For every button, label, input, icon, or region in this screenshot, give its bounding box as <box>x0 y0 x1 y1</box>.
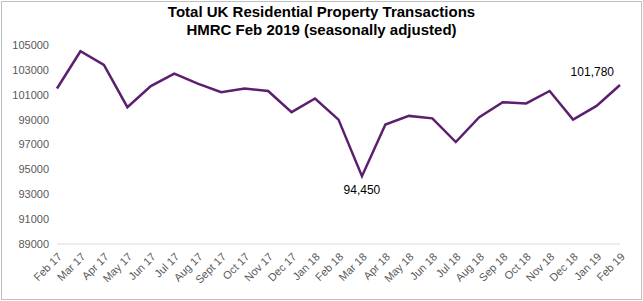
svg-text:Feb 18: Feb 18 <box>312 250 346 284</box>
svg-text:97000: 97000 <box>18 138 49 150</box>
svg-text:105000: 105000 <box>12 39 49 51</box>
svg-text:Feb 17: Feb 17 <box>31 250 64 284</box>
svg-text:101,780: 101,780 <box>571 65 615 79</box>
svg-text:Mar 18: Mar 18 <box>336 250 369 283</box>
html-text:Total UK Residential Property: Total UK Residential Property Transactio… <box>167 3 476 20</box>
html-text:HMRC Feb 2019 (seasonally adju: HMRC Feb 2019 (seasonally adjusted) <box>186 21 457 38</box>
svg-text:Mar 17: Mar 17 <box>55 250 88 283</box>
svg-text:Apr 18: Apr 18 <box>360 250 393 282</box>
svg-text:91000: 91000 <box>18 213 49 225</box>
svg-text:Aug 17: Aug 17 <box>171 250 205 284</box>
svg-text:95000: 95000 <box>18 163 49 175</box>
svg-text:May 17: May 17 <box>100 250 134 284</box>
svg-text:89000: 89000 <box>18 238 49 250</box>
svg-text:Jun 17: Jun 17 <box>126 250 158 282</box>
svg-text:Apr 17: Apr 17 <box>79 250 111 282</box>
svg-text:Dec 18: Dec 18 <box>546 250 580 284</box>
svg-text:Jun 18: Jun 18 <box>407 250 439 282</box>
svg-text:Aug 18: Aug 18 <box>453 250 487 284</box>
svg-text:Oct 18: Oct 18 <box>501 250 534 282</box>
svg-text:Nov 17: Nov 17 <box>241 250 276 284</box>
svg-text:Feb 19: Feb 19 <box>594 250 627 283</box>
svg-text:Nov 18: Nov 18 <box>523 250 557 284</box>
svg-text:Oct 17: Oct 17 <box>220 250 252 282</box>
svg-text:Dec 17: Dec 17 <box>265 250 299 284</box>
svg-text:99000: 99000 <box>18 114 49 126</box>
svg-text:101000: 101000 <box>12 89 49 101</box>
svg-text:Jan 19: Jan 19 <box>571 250 604 283</box>
svg-text:Sep 18: Sep 18 <box>476 250 509 283</box>
svg-text:94,450: 94,450 <box>344 183 381 197</box>
svg-text:May 18: May 18 <box>382 250 416 284</box>
svg-text:103000: 103000 <box>12 64 49 76</box>
svg-text:Sept 17: Sept 17 <box>193 250 228 285</box>
svg-text:Jul 17: Jul 17 <box>152 250 182 280</box>
svg-text:Jul 18: Jul 18 <box>433 250 463 280</box>
svg-text:93000: 93000 <box>18 188 49 200</box>
svg-text:Jan 18: Jan 18 <box>290 250 322 283</box>
